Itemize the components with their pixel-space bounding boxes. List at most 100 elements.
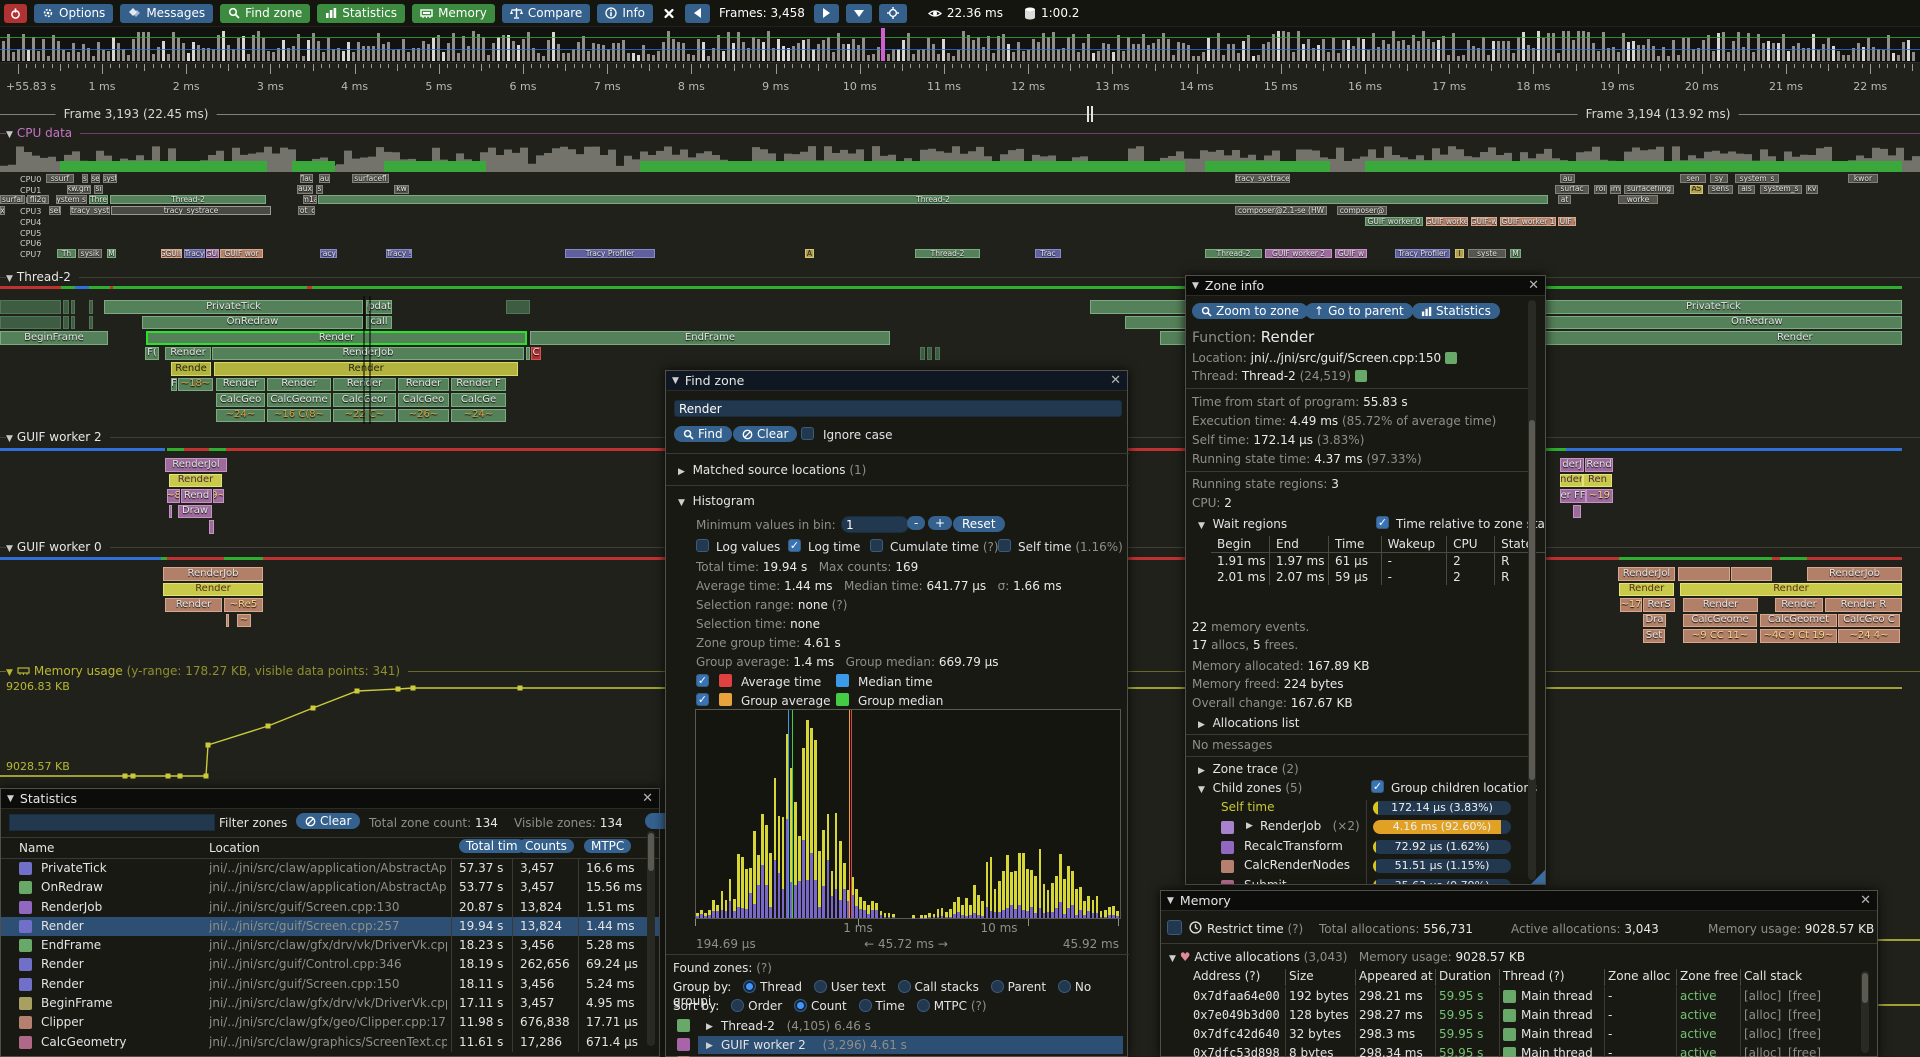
collapse-icon[interactable]: ▼ <box>1192 280 1199 291</box>
cpu-zone[interactable]: fli2g <box>27 195 49 205</box>
cpu-zone[interactable]: composer@ <box>1337 206 1387 216</box>
statistics-button[interactable]: Statistics <box>317 3 406 23</box>
cpu-zone[interactable]: M <box>1510 248 1521 258</box>
cpu-zone[interactable]: Tracy Profiler <box>565 248 655 258</box>
zone[interactable]: RenderJol <box>165 458 227 472</box>
table-cell[interactable]: [alloc] <box>1744 1008 1782 1022</box>
cpu-zone[interactable]: Tracy | <box>320 248 337 258</box>
cpu-zone[interactable]: A5 <box>1690 184 1703 194</box>
zone[interactable] <box>63 300 69 314</box>
min-bin-decrement[interactable]: - <box>907 516 926 530</box>
cpu-zone[interactable]: syste <box>1468 248 1506 258</box>
close-icon[interactable]: ✕ <box>642 791 653 806</box>
section-header-guif2[interactable]: ▼ GUIF worker 2 <box>6 430 110 444</box>
cpu-zone[interactable]: au <box>319 174 330 183</box>
radio-mtpc[interactable] <box>916 999 930 1012</box>
cpu-zone[interactable]: surfacefling <box>1624 184 1674 194</box>
zone[interactable]: Rende <box>171 362 211 376</box>
log-values-checkbox[interactable] <box>696 539 709 552</box>
cpu-zone[interactable]: GUIF worke <box>1426 216 1468 226</box>
table-cell[interactable]: [alloc] <box>1744 1046 1782 1057</box>
zone[interactable]: ~24~ <box>216 408 265 422</box>
cpu-zone[interactable]: sel <box>49 206 61 216</box>
cpu-zone[interactable]: Trac <box>1035 248 1061 258</box>
zone[interactable]: Render <box>398 377 449 391</box>
cpu-zone[interactable]: Thread-2 <box>318 195 1548 205</box>
cumulate-time-checkbox[interactable] <box>870 539 883 552</box>
self-time-checkbox[interactable] <box>998 539 1011 552</box>
zone[interactable]: BeginFrame <box>0 331 108 345</box>
cpu-zone[interactable]: M <box>107 248 116 258</box>
zone[interactable]: Render <box>169 473 222 487</box>
cpu-zone[interactable]: syst <box>103 174 117 183</box>
child-zones-toggle[interactable]: ▼ Child zones (5) <box>1198 781 1303 795</box>
zone[interactable]: Render <box>214 362 518 376</box>
zone[interactable]: ~8 <box>167 489 180 503</box>
filter-zones-input[interactable] <box>9 814 215 831</box>
cpu-zone[interactable]: flau <box>300 174 313 183</box>
column-size[interactable]: Size <box>1289 969 1314 983</box>
cpu-zone[interactable]: Tracy <box>184 248 205 258</box>
child-zone-row[interactable]: RecalcTransform 72.92 µs (1.62%) <box>1186 838 1531 858</box>
cpu-zone[interactable]: composer@2.1-se (HW <box>1235 206 1327 216</box>
cpu-zone[interactable]: GUIF worker 0 <box>1365 216 1423 226</box>
shutdown-button[interactable] <box>4 3 27 23</box>
zone[interactable]: Render <box>1683 598 1758 612</box>
section-header-guif0[interactable]: ▼ GUIF worker 0 <box>6 540 110 554</box>
found-zone-group[interactable]: ▶ GUIF worker 2 (3,296) 4.61 s <box>666 1035 1127 1054</box>
free-callstack-link[interactable]: [free] <box>1788 989 1822 1003</box>
radio-call-stacks[interactable] <box>897 980 911 993</box>
zone-trace-toggle[interactable]: ▶ Zone trace (2) <box>1198 762 1299 776</box>
cpu-zone[interactable]: tracy_syst <box>70 206 110 216</box>
radio-time[interactable] <box>858 999 872 1012</box>
cpu-zone[interactable]: GUIF w <box>1335 248 1367 258</box>
matched-locations-row[interactable]: ▶ Matched source locations (1) <box>678 463 867 477</box>
cpu-zone[interactable]: m1a <box>303 195 317 205</box>
table-row[interactable]: OnRedraw jni/../jni/src/claw/application/… <box>1 878 659 898</box>
find-zone-histogram[interactable] <box>695 709 1121 919</box>
cpu-zone[interactable]: A <box>805 248 814 258</box>
find-zone-title-bar[interactable]: ▼ Find zone ✕ <box>666 371 1127 391</box>
messages-button[interactable]: Messages <box>120 3 214 23</box>
zone[interactable]: PrivateTick <box>104 300 363 314</box>
expand-arrow-icon[interactable]: ▶ <box>706 1022 713 1032</box>
zone[interactable]: OnRedraw <box>142 315 363 329</box>
zone[interactable]: ~16 C(8~ <box>267 408 331 422</box>
column-zone-alloc[interactable]: Zone alloc <box>1608 969 1671 983</box>
info-button[interactable]: Info <box>597 3 654 23</box>
expand-arrow-icon[interactable]: ▶ <box>706 1040 713 1051</box>
memory-button[interactable]: Memory <box>412 3 495 23</box>
table-row[interactable]: Render jni/../jni/src/guif/Screen.cpp:150… <box>1 974 659 995</box>
table-row[interactable]: EndFrame jni/../jni/src/claw/gfx/drv/vk/D… <box>1 936 659 956</box>
child-zone-row[interactable]: ▶ RenderJob (×2) 4.16 ms (92.60%) <box>1186 819 1531 839</box>
zone[interactable]: ~9 CC 11~ <box>1683 629 1757 643</box>
zone[interactable]: Dra <box>1643 613 1666 627</box>
zone[interactable]: Render <box>146 331 527 345</box>
zone[interactable] <box>920 346 925 360</box>
zone[interactable]: ~ <box>237 613 251 627</box>
memory-title-bar[interactable]: ▼ Memory ✕ <box>1161 891 1877 911</box>
zone[interactable]: CalcGe <box>451 393 506 407</box>
group-checkbox[interactable]: ✓ <box>696 693 709 706</box>
cpu-zone[interactable]: GGUIF <box>161 248 182 258</box>
wait-regions-toggle[interactable]: ▼ Wait regions <box>1198 517 1288 531</box>
section-header-thread2[interactable]: ▼ Thread-2 <box>6 270 79 284</box>
zone[interactable] <box>1573 504 1581 518</box>
cpu-zone[interactable]: sysik <box>78 248 102 258</box>
zone[interactable]: Render <box>1680 582 1902 596</box>
zone[interactable] <box>0 300 61 314</box>
zone[interactable]: er FF <box>1560 489 1586 503</box>
cpu-zone[interactable]: ssurf <box>46 174 74 183</box>
allocations-list-toggle[interactable]: ▶ Allocations list <box>1198 716 1300 730</box>
zone[interactable] <box>209 520 214 534</box>
column-mtpc[interactable]: MTPC <box>584 839 632 853</box>
cpu-zone[interactable]: system_s <box>1735 174 1779 183</box>
found-zone-group[interactable]: ▶ Thread-2 (4,105) 6.46 s <box>666 1017 1127 1036</box>
cpu-zone[interactable]: sens <box>1708 184 1733 194</box>
zone[interactable] <box>927 346 932 360</box>
zone[interactable]: ~24~ <box>451 408 506 422</box>
column-total-time[interactable]: Total tim <box>459 839 525 853</box>
radio-parent[interactable] <box>990 980 1004 993</box>
cpu-zone[interactable]: aux <box>297 184 313 194</box>
radio-no-groupi[interactable] <box>1058 980 1072 993</box>
